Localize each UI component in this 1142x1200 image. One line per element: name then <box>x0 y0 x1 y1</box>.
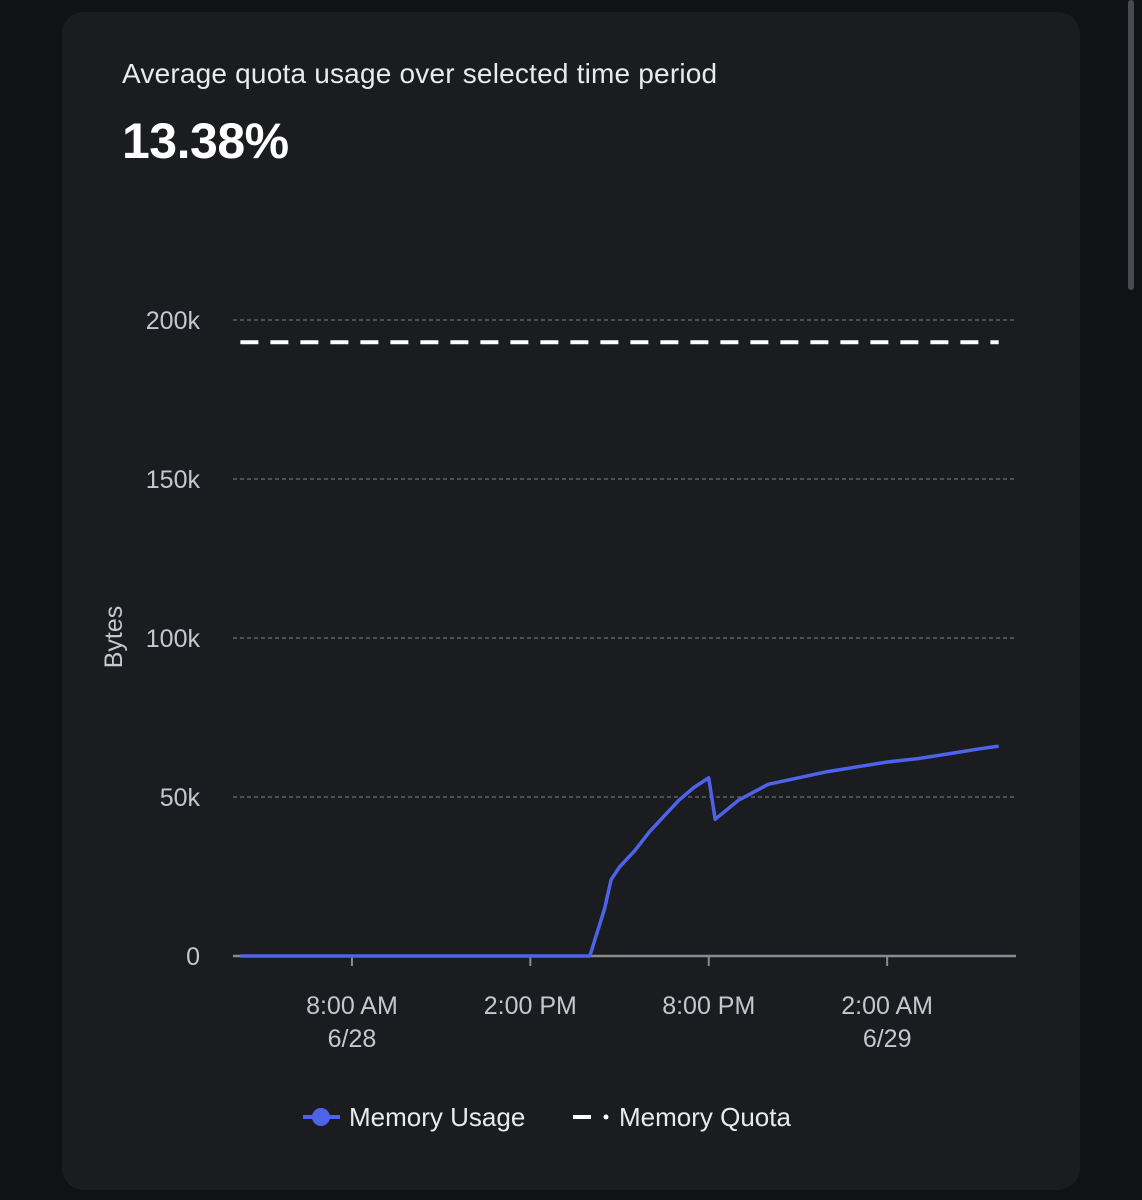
legend-usage-label[interactable]: Memory Usage <box>349 1102 525 1132</box>
legend-quota-label[interactable]: Memory Quota <box>619 1102 791 1132</box>
x-tick-date: 6/29 <box>863 1025 912 1053</box>
quota-usage-card: Average quota usage over selected time p… <box>62 12 1080 1190</box>
grid-lines <box>233 319 1016 798</box>
y-tick-label: 150k <box>146 466 201 494</box>
x-tick-label: 8:00 AM <box>306 992 398 1020</box>
memory-usage-line <box>240 744 999 958</box>
x-axis-ticks: 8:00 AM 6/28 2:00 PM 8:00 PM 2:00 AM 6/29 <box>306 956 933 1053</box>
x-tick-label: 8:00 PM <box>662 992 755 1020</box>
x-tick-label: 2:00 AM <box>841 992 933 1020</box>
legend-quota-marker <box>603 1114 609 1120</box>
y-axis-label: Bytes <box>100 606 128 669</box>
scrollbar-thumb[interactable] <box>1128 0 1134 290</box>
x-tick-date: 6/28 <box>328 1025 377 1053</box>
y-tick-label: 100k <box>146 625 201 653</box>
y-tick-label: 0 <box>186 943 200 971</box>
summary-value: 13.38% <box>122 113 289 169</box>
y-axis-ticks: 0 50k 100k 150k 200k <box>146 307 201 971</box>
x-tick-label: 2:00 PM <box>484 992 577 1020</box>
legend-usage-marker <box>312 1108 330 1126</box>
summary-caption: Average quota usage over selected time p… <box>122 58 718 89</box>
y-tick-label: 200k <box>146 307 201 335</box>
series-lines <box>240 340 999 958</box>
y-tick-label: 50k <box>160 784 201 812</box>
legend: Memory Usage Memory Quota <box>303 1102 791 1132</box>
